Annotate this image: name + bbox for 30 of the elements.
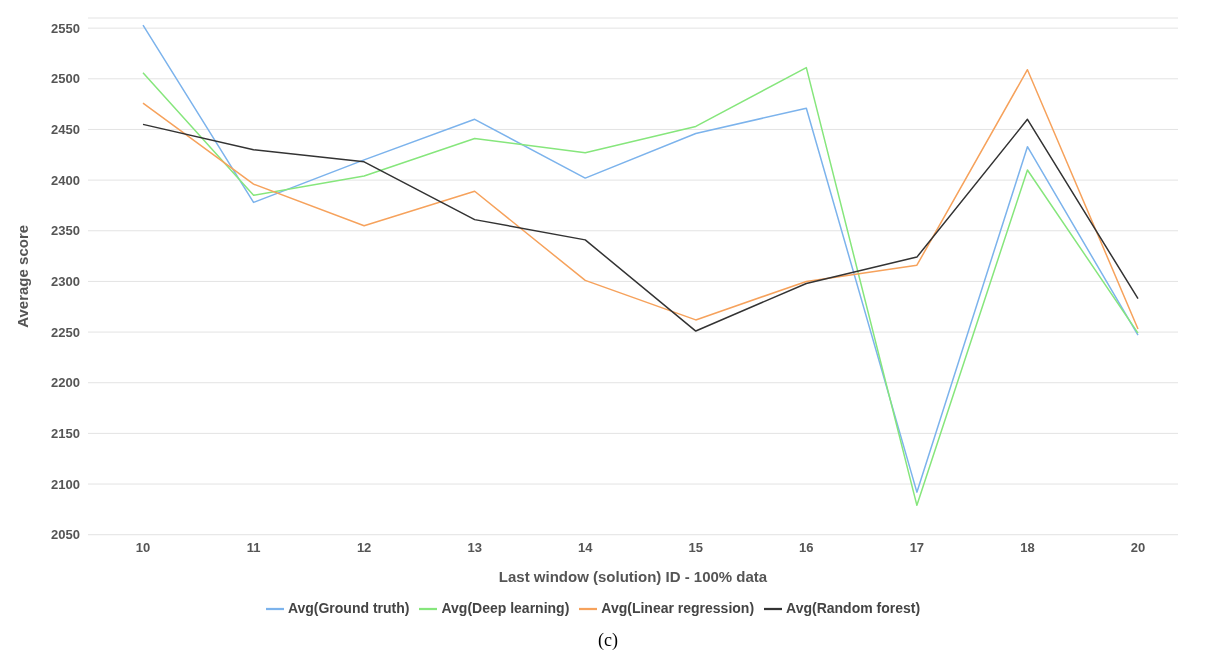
y-tick-label: 2450 [51, 122, 80, 138]
x-tick-label: 10 [135, 539, 151, 555]
y-tick-label: 2050 [51, 527, 80, 543]
y-tick-label: 2200 [51, 375, 80, 391]
x-tick-label: 20 [1130, 539, 1146, 555]
legend-label: Avg(Deep learning) [441, 599, 570, 616]
y-axis-title: Average score [14, 224, 32, 328]
legend-label: Avg(Linear regression) [601, 599, 755, 616]
x-axis-title: Last window (solution) ID - 100% data [498, 567, 768, 585]
x-tick-label: 18 [1020, 539, 1035, 555]
x-tick-label: 13 [467, 539, 482, 555]
y-tick-label: 2500 [51, 71, 80, 87]
y-tick-label: 2550 [51, 20, 80, 36]
y-tick-label: 2250 [51, 324, 80, 340]
x-tick-label: 11 [246, 539, 261, 555]
y-tick-label: 2300 [51, 274, 80, 290]
x-tick-label: 17 [909, 539, 925, 555]
legend-label: Avg(Random forest) [786, 599, 921, 616]
line-series [142, 118, 1139, 332]
line-series [142, 68, 1139, 330]
y-tick-label: 2400 [51, 172, 80, 188]
text: (c) [597, 630, 619, 651]
legend-label: Avg(Ground truth) [287, 599, 410, 616]
x-tick-label: 15 [688, 539, 704, 555]
y-tick-label: 2350 [51, 223, 80, 239]
y-tick-label: 2150 [51, 426, 80, 441]
x-tick-label: 12 [356, 539, 372, 555]
y-tick-label: 2100 [51, 476, 80, 492]
x-tick-label: 14 [577, 539, 594, 555]
x-tick-label: 16 [799, 539, 814, 555]
